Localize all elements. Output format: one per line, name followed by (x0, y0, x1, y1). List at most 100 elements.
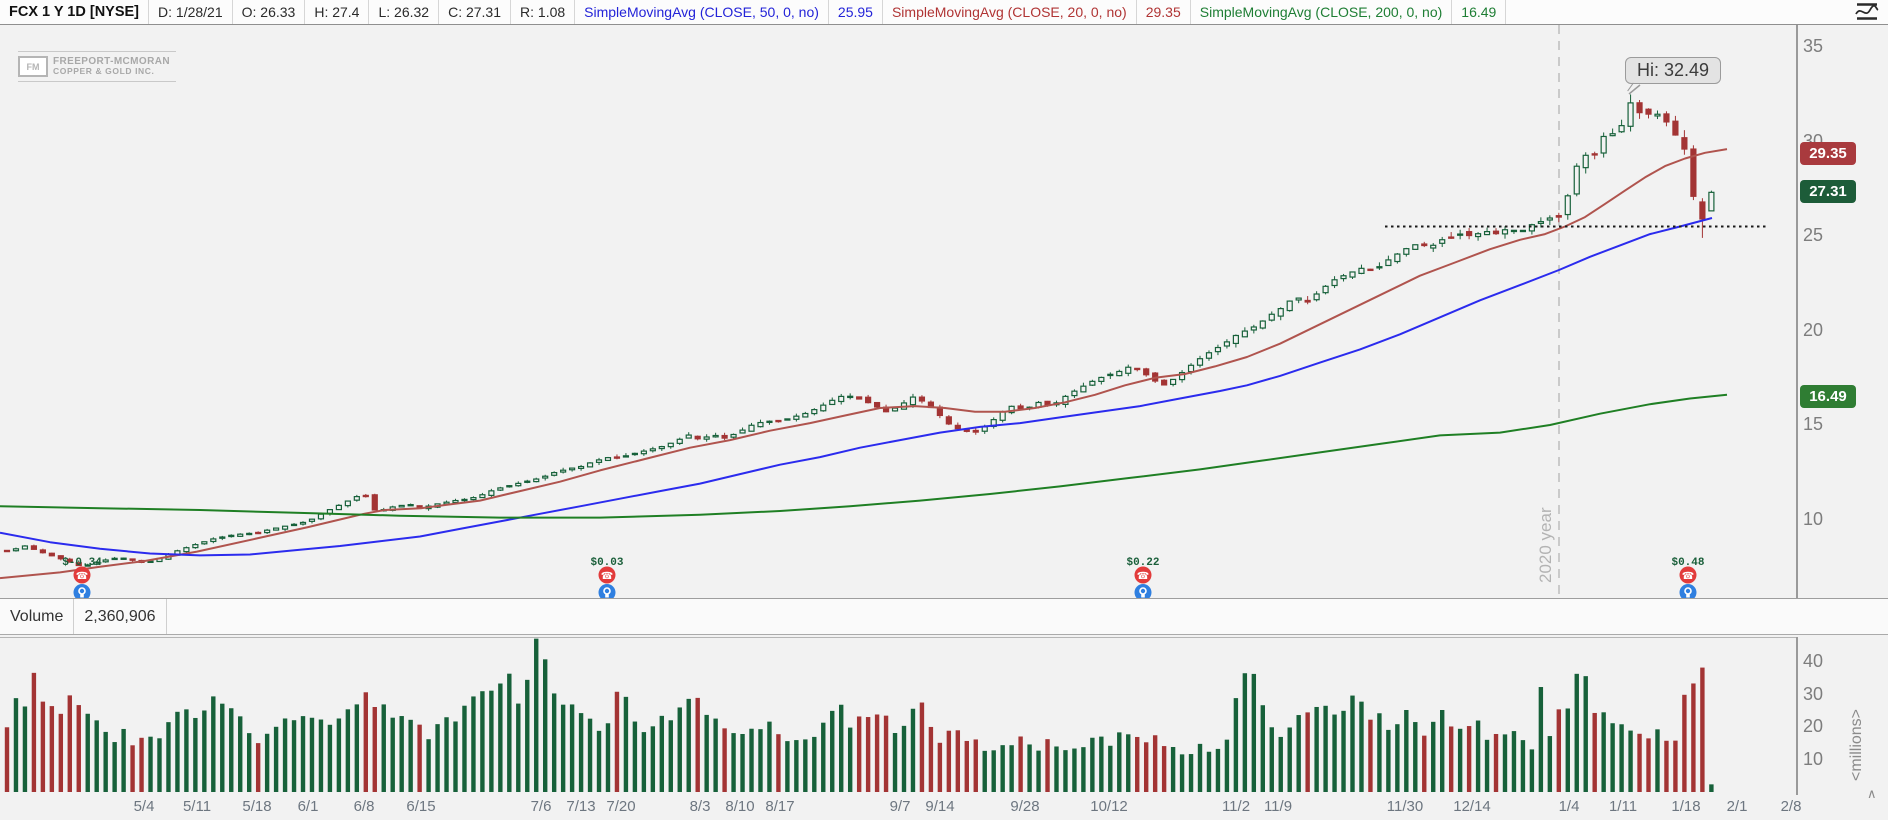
volume-bar (1260, 705, 1265, 792)
volume-bar (1305, 712, 1310, 792)
volume-bar (444, 717, 449, 792)
volume-bar (1395, 724, 1400, 792)
volume-bar (1655, 729, 1660, 792)
candle-body (1555, 215, 1562, 218)
candle-body (1295, 297, 1302, 301)
readout-cell-1: O: 26.33 (233, 0, 306, 24)
volume-bar (1448, 726, 1454, 792)
earnings-marker[interactable]: $-0.34 ☎ (62, 557, 102, 598)
volume-bar (58, 713, 64, 792)
candle-body (1394, 253, 1401, 263)
volume-bar (973, 739, 978, 792)
date-label-10-12: 10/12 (1090, 798, 1128, 815)
earnings-marker[interactable]: $0.22 ☎ (1126, 557, 1160, 598)
earnings-report-lightbulb-icon[interactable] (598, 584, 616, 598)
price-tick-20: 20 (1803, 319, 1824, 340)
date-label-9-7: 9/7 (889, 798, 911, 815)
candle-body (595, 459, 603, 463)
phone-glyph: ☎ (601, 571, 613, 582)
candle-body (192, 544, 199, 549)
volume-bar (1556, 709, 1562, 792)
volume-bar (202, 710, 207, 792)
volume-chart-canvas[interactable] (0, 637, 1797, 795)
volume-bar (1099, 736, 1104, 792)
volume-bar (830, 710, 835, 792)
candle-body (30, 545, 38, 550)
volume-bar (363, 692, 368, 792)
candle-body (1573, 165, 1580, 195)
volume-bar (605, 723, 611, 792)
volume-tick-30: 30 (1803, 683, 1824, 704)
earnings-marker[interactable]: $0.48 ☎ (1671, 557, 1705, 598)
volume-bar (901, 725, 907, 792)
candle-body (246, 532, 253, 536)
earnings-marker[interactable]: $0.03 ☎ (590, 557, 624, 598)
earnings-report-lightbulb-icon[interactable] (1679, 584, 1697, 598)
readout-cell-10: SimpleMovingAvg (CLOSE, 200, 0, no) (1191, 0, 1453, 24)
candle-body (1421, 243, 1428, 247)
watermark-line2: Copper & Gold Inc. (53, 66, 155, 77)
date-axis[interactable]: 5/4 5/11 5/18 6/1 6/8 6/15 7/6 7/13 7/20 8/3 8/10 8… (0, 795, 1888, 820)
candle-body (255, 531, 262, 535)
panel-collapse-caret[interactable]: ∧ (1867, 786, 1877, 801)
price-chart-canvas[interactable]: 2020 year $-0.34 ☎ $0.03 ☎ $0.22 ☎ $0.48 ☎ (0, 25, 1797, 598)
candle-body (1340, 275, 1347, 280)
date-label-9-14: 9/14 (925, 798, 955, 815)
volume-bar (821, 722, 826, 792)
date-label-2-1: 2/1 (1726, 798, 1748, 815)
candle-body (210, 538, 217, 543)
candle-body (1600, 135, 1607, 154)
volume-bar (1457, 728, 1463, 792)
candle-body (999, 411, 1006, 421)
candle-body (569, 467, 576, 471)
candle-body (1349, 271, 1356, 278)
candle-body (676, 438, 683, 444)
volume-bar (516, 703, 521, 792)
volume-bar (1682, 694, 1687, 792)
volume-bar (291, 720, 297, 792)
candle-body (577, 465, 585, 470)
earnings-report-lightbulb-icon[interactable] (73, 584, 91, 598)
volume-bar (345, 709, 351, 792)
readout-cell-0: D: 1/28/21 (149, 0, 233, 24)
volume-bar (1583, 676, 1588, 792)
candle-body (1259, 320, 1266, 329)
candle-body (120, 557, 127, 560)
earnings-call-phone-icon[interactable] (598, 566, 616, 584)
candle-body (1178, 371, 1186, 381)
date-label-9-28: 9/28 (1010, 798, 1040, 815)
volume-bar (1242, 673, 1248, 792)
volume-bar (991, 750, 996, 792)
candle-body (1331, 279, 1338, 287)
volume-bar (157, 738, 162, 792)
date-label-11-9: 11/9 (1263, 798, 1293, 815)
volume-bar (417, 724, 422, 792)
candle-body (1304, 299, 1311, 303)
volume-bar (1610, 723, 1615, 792)
candle-body (1187, 364, 1195, 373)
lightbulb-glyph (603, 587, 611, 595)
earnings-call-phone-icon[interactable] (73, 566, 91, 584)
volume-bar (193, 717, 198, 792)
volume-bar (856, 716, 862, 792)
price-axis[interactable]: 35 30 25 20 15 10 29.35 27.31 16.49 (1797, 25, 1888, 598)
candle-body (1672, 120, 1679, 136)
date-label-8-17: 8/17 (765, 798, 795, 815)
volume-bar (946, 730, 952, 792)
candle-body (1232, 334, 1239, 345)
earnings-report-lightbulb-icon[interactable] (1134, 584, 1152, 598)
candle-body (793, 415, 800, 420)
candle-body (667, 442, 674, 448)
volume-bar (498, 683, 503, 792)
earnings-call-phone-icon[interactable] (1134, 566, 1152, 584)
volume-bar (1484, 739, 1490, 792)
volume-bar (184, 709, 189, 792)
chart-style-button[interactable] (1846, 0, 1888, 24)
readout-cell-3: L: 26.32 (369, 0, 440, 24)
volume-axis[interactable]: 40 30 20 10 (1797, 637, 1888, 795)
candle-body (1089, 380, 1096, 386)
lightbulb-glyph (1684, 587, 1692, 595)
volume-bar (471, 696, 476, 792)
volume-bar (623, 696, 629, 792)
earnings-call-phone-icon[interactable] (1679, 566, 1697, 584)
